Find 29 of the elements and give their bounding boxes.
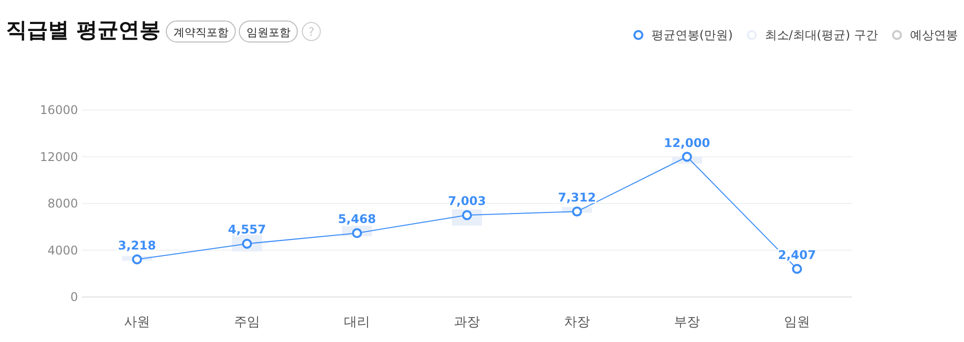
data-label: 3,218 xyxy=(118,238,156,252)
x-tick-label: 과장 xyxy=(454,315,480,330)
x-tick-label: 주임 xyxy=(234,315,260,330)
point xyxy=(572,206,582,217)
y-tick-label: 16000 xyxy=(40,103,78,117)
x-tick-label: 차장 xyxy=(564,315,590,330)
y-tick-label: 8000 xyxy=(47,196,78,210)
point xyxy=(132,254,142,264)
legend-label: 예상연봉 xyxy=(910,28,958,42)
x-tick-label: 임원 xyxy=(784,315,810,330)
x-tick-label: 부장 xyxy=(674,315,700,330)
x-tick-label: 사원 xyxy=(124,315,150,330)
y-tick-label: 4000 xyxy=(47,243,78,258)
y-tick-label: 12000 xyxy=(40,150,78,164)
point xyxy=(792,264,802,274)
chart-title: 직급별 평균연봉 xyxy=(6,18,160,42)
data-label: 5,468 xyxy=(338,212,376,226)
data-label: 12,000 xyxy=(664,136,710,150)
help-icon: ? xyxy=(302,22,321,41)
data-label: 4,557 xyxy=(228,222,266,237)
data-label: 7,003 xyxy=(448,194,486,208)
badge: 임원포함 xyxy=(238,20,298,42)
badge: 계약직포함 xyxy=(166,20,236,42)
legend-label: 평균연봉(만원) xyxy=(651,28,733,42)
data-label: 7,312 xyxy=(558,190,596,205)
point xyxy=(682,152,692,162)
y-tick-label: 0 xyxy=(70,290,78,304)
x-tick-label: 대리 xyxy=(344,315,370,330)
legend-label: 최소/최대(평균) 구간 xyxy=(764,28,878,42)
